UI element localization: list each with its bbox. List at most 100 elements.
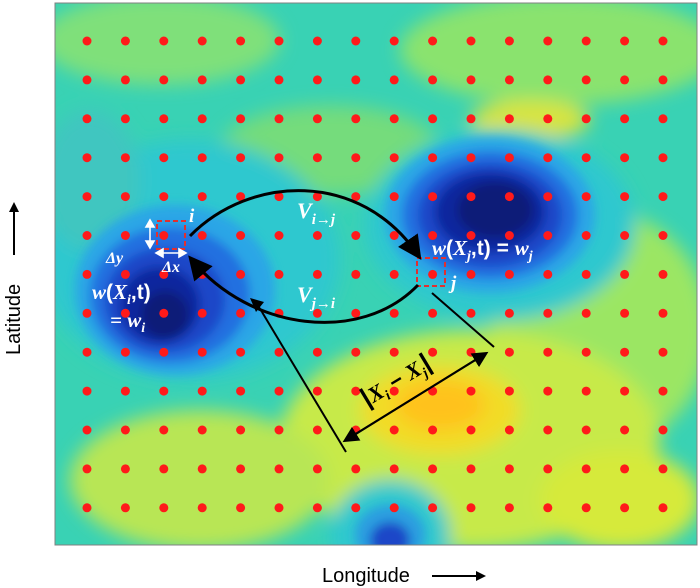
grid-dot [82,153,92,163]
grid-dot [236,386,246,396]
grid-dot [466,114,476,124]
grid-dot [620,36,630,46]
grid-dot [197,75,207,85]
grid-dot [543,231,553,240]
grid-dot [504,308,514,318]
grid-dot [236,36,246,46]
grid-dot [620,425,630,435]
grid-dot [351,347,361,357]
grid-dot [389,231,399,240]
grid-dot [428,269,438,279]
grid-dot [159,386,169,396]
grid-dot [389,114,399,124]
grid-dot [159,347,169,357]
grid-dot [581,308,591,318]
grid-dot [197,464,207,474]
dx-arrow [154,247,188,259]
arrow-j-to-i [188,255,420,324]
grid-dot [504,75,514,85]
grid-dot [543,308,553,318]
grid-dot [466,386,476,396]
wj-expression: w(Xj,t) = wj [432,236,533,264]
grid-dot [82,269,92,279]
grid-dot [197,347,207,357]
grid-dot [159,153,169,163]
grid-dot [504,464,514,474]
grid-dot [581,231,591,240]
grid-dot [620,75,630,85]
grid-dot [504,425,514,435]
grid-dot [504,231,514,240]
grid-dot [658,114,668,124]
grid-dot [120,114,130,124]
grid-dot [236,347,246,357]
grid-dot [466,231,476,240]
grid-dot [658,464,668,474]
grid-dot [543,347,553,357]
grid-dot [274,347,284,357]
grid-dot [159,425,169,435]
grid-dot [389,36,399,46]
grid-dot [504,503,514,513]
grid-dot [620,503,630,513]
grid-dot [312,36,322,46]
grid-dot [236,114,246,124]
grid-dot [658,153,668,163]
distance-dimension [254,292,495,453]
grid-dot [504,269,514,279]
grid-dot [466,153,476,163]
v-ji-label: Vj→i [297,282,336,312]
grid-dot [159,269,169,279]
grid-dot [236,153,246,163]
grid-dot [389,308,399,318]
grid-dot [120,192,130,202]
grid-dot [120,75,130,85]
grid-dot [581,386,591,396]
grid-dot [82,464,92,474]
y-axis-label: Latitude [3,284,25,355]
grid-dot [159,192,169,202]
grid-dot [543,503,553,513]
grid-dot [82,308,92,318]
grid-points [82,36,668,513]
grid-dot [658,425,668,435]
grid-dot [389,153,399,163]
grid-dot [543,114,553,124]
grid-dot [428,464,438,474]
grid-dot [82,192,92,202]
grid-dot [82,425,92,435]
grid-dot [504,36,514,46]
grid-dot [504,347,514,357]
grid-dot [82,114,92,124]
grid-dot [120,153,130,163]
grid-dot [351,503,361,513]
grid-dot [428,153,438,163]
grid-dot [581,36,591,46]
grid-dot [197,425,207,435]
grid-dot [82,347,92,357]
grid-dot [389,386,399,396]
grid-dot [389,347,399,357]
grid-dot [159,308,169,318]
grid-dot [658,386,668,396]
grid-dot [351,75,361,85]
grid-dot [620,386,630,396]
grid-dot [581,347,591,357]
grid-dot [504,153,514,163]
contour-field [55,3,697,545]
grid-dot [428,503,438,513]
grid-dot [236,464,246,474]
arrow-i-to-j [188,189,422,260]
node-j-box [416,257,446,287]
grid-dot [351,386,361,396]
grid-dot [82,386,92,396]
node-j-label: j [448,273,457,294]
grid-dot [389,192,399,202]
grid-dot [159,464,169,474]
grid-dot [658,347,668,357]
wi-expression-line1: w(Xi,t) [92,280,151,308]
grid-dot [543,464,553,474]
grid-dot [312,425,322,435]
grid-dot [274,425,284,435]
grid-dot [82,231,92,240]
